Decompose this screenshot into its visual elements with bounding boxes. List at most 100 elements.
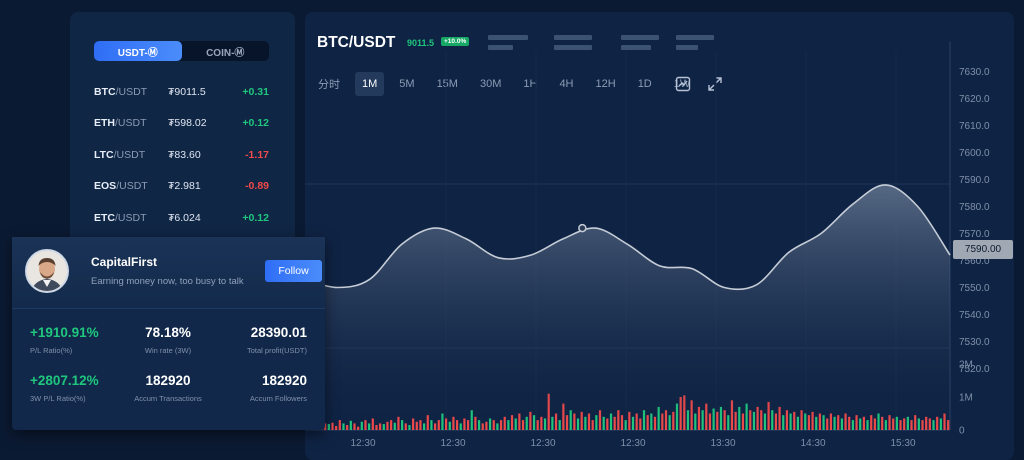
time-tick-label: 12:30 xyxy=(440,438,465,449)
price-tick-label: 7620.0 xyxy=(959,94,990,105)
market-row-eth[interactable]: ETH/USDT ₮598.02 +0.12 xyxy=(94,108,269,140)
pair-price: ₮6.024 xyxy=(168,211,201,224)
pair-base: BTC xyxy=(94,85,116,98)
header-placeholder-bar xyxy=(554,45,592,50)
interval-tab[interactable]: 12H xyxy=(595,78,616,90)
pair-name: ETH/USDT xyxy=(94,117,168,129)
stat-accum-transactions: 182920 Accum Transactions xyxy=(125,373,211,403)
profile-name: CapitalFirst xyxy=(91,255,158,269)
pair-change: +0.12 xyxy=(242,117,269,130)
market-row-btc[interactable]: BTC/USDT ₮9011.5 +0.31 xyxy=(94,76,269,108)
line-chart-icon[interactable] xyxy=(675,76,691,92)
stat-label: Total profit(USDT) xyxy=(246,346,307,355)
market-row-eos[interactable]: EOS/USDT ₮2.981 -0.89 xyxy=(94,171,269,203)
time-tick-label: 12:30 xyxy=(620,438,645,449)
header-placeholder-bar xyxy=(676,45,698,50)
volume-tick-label: 2M xyxy=(959,360,973,371)
pair-quote: /USDT xyxy=(115,85,148,98)
stat-value: +2807.12% xyxy=(30,373,99,388)
pair-price: ₮9011.5 xyxy=(168,85,206,98)
avatar-image xyxy=(27,251,67,291)
interval-tabs: 分时 1M 5M 15M 30M 1H 4H 12H 1D 1W xyxy=(311,72,705,96)
profile-bio: Earning money now, too busy to talk xyxy=(91,276,244,287)
pair-name: ETC/USDT xyxy=(94,212,168,224)
pair-name: BTC/USDT xyxy=(94,86,168,98)
pair-base: EOS xyxy=(94,180,117,193)
market-panel: USDT-Ⓜ COIN-Ⓜ BTC/USDT ₮9011.5 +0.31 ETH/US… xyxy=(70,12,295,248)
price-chart: 7630.0 7620.0 7610.0 7600.0 7590.0 7580.0 7570… xyxy=(305,42,990,449)
interval-tab[interactable]: 1D xyxy=(637,78,652,90)
stat-3w-pl-ratio: +2807.12% 3W P/L Ratio(%) xyxy=(30,373,99,403)
pair-price: ₮83.60 xyxy=(168,148,201,161)
profile-header: CapitalFirst Earning money now, too busy… xyxy=(12,237,325,309)
interval-tab[interactable]: 5M xyxy=(399,78,415,90)
pair-quote: /USDT xyxy=(115,211,147,224)
tab-usdt-m[interactable]: USDT-Ⓜ xyxy=(94,41,182,61)
market-row-ltc[interactable]: LTC/USDT ₮83.60 -1.17 xyxy=(94,139,269,171)
header-placeholder-bar xyxy=(621,45,651,50)
pair-title: BTC/USDT xyxy=(317,34,396,51)
highlight-point[interactable] xyxy=(578,223,587,233)
pair-price: ₮2.981 xyxy=(168,180,201,193)
interval-tab[interactable]: 30M xyxy=(479,78,502,90)
header-placeholder-bar xyxy=(554,35,592,40)
pair-base: ETH xyxy=(94,117,115,130)
stat-label: Win rate (3W) xyxy=(144,346,192,355)
price-tick-label: 7560.0 xyxy=(959,256,990,267)
stat-label: 3W P/L Ratio(%) xyxy=(30,394,86,403)
price-tick-label: 7580.0 xyxy=(959,202,990,213)
time-tick-label: 13:30 xyxy=(710,438,735,449)
pair-change: -0.89 xyxy=(245,180,269,193)
header-placeholder-bar xyxy=(488,35,528,40)
price-tick-label: 7530.0 xyxy=(959,337,990,348)
interval-tab[interactable]: 15M xyxy=(436,78,458,90)
margin-toggle: USDT-Ⓜ COIN-Ⓜ xyxy=(94,41,269,61)
header-placeholder-bar xyxy=(621,35,659,40)
price-tick-label: 7540.0 xyxy=(959,310,990,321)
pair-quote: /USDT xyxy=(116,180,148,193)
pair-price: ₮598.02 xyxy=(168,117,207,130)
pair-name: LTC/USDT xyxy=(94,149,168,161)
price-tick-label: 7520.0 xyxy=(959,364,990,375)
time-tick-label: 15:30 xyxy=(890,438,915,449)
stat-accum-followers: 182920 Accum Followers xyxy=(225,373,307,403)
tab-coin-m[interactable]: COIN-Ⓜ xyxy=(206,47,245,59)
interval-tab[interactable]: 分时 xyxy=(318,79,340,91)
market-row-etc[interactable]: ETC/USDT ₮6.024 +0.12 xyxy=(94,202,269,234)
price-tick-label: 7630.0 xyxy=(959,67,990,78)
stat-value: 28390.01 xyxy=(250,325,307,340)
market-list: BTC/USDT ₮9011.5 +0.31 ETH/USDT ₮598.02 +0.12… xyxy=(94,76,269,234)
stat-value: 182920 xyxy=(261,373,307,388)
stat-value: 182920 xyxy=(145,373,191,388)
pair-quote: /USDT xyxy=(113,148,146,161)
stat-value: 78.18% xyxy=(145,325,191,340)
pair-quote: /USDT xyxy=(115,117,147,130)
price-tick-label: 7570.0 xyxy=(959,229,990,240)
stat-label: Accum Followers xyxy=(249,394,307,403)
chart-panel: BTC/USDT 9011.5 +10.0% 分时 1M 5M 15M 30M 1H 4H 1… xyxy=(305,12,1014,460)
stat-label: P/L Ratio(%) xyxy=(30,346,73,355)
stat-pl-ratio: +1910.91% P/L Ratio(%) xyxy=(30,325,99,355)
expand-icon[interactable] xyxy=(707,76,723,92)
pair-base: ETC xyxy=(94,211,115,224)
pair-name: EOS/USDT xyxy=(94,180,168,192)
follow-button[interactable]: Follow xyxy=(265,260,322,282)
price-tick-label: 7600.0 xyxy=(959,148,990,159)
interval-tab[interactable]: 1M xyxy=(355,72,385,96)
volume-tick-label: 0 xyxy=(959,426,965,437)
price-line xyxy=(305,184,951,291)
interval-tab[interactable]: 1H xyxy=(523,78,538,90)
pair-price: 9011.5 xyxy=(407,38,435,48)
header-placeholder-bar xyxy=(488,45,513,50)
interval-tab[interactable]: 4H xyxy=(559,78,574,90)
pair-change: +0.31 xyxy=(242,85,269,98)
stat-value: +1910.91% xyxy=(30,325,99,340)
time-tick-label: 12:30 xyxy=(530,438,555,449)
header-placeholder-bar xyxy=(676,35,714,40)
avatar[interactable] xyxy=(25,249,69,293)
change-badge: +10.0% xyxy=(441,37,470,46)
current-price-tag: 7590.00 xyxy=(953,240,1013,259)
price-area xyxy=(305,184,950,430)
pair-change: -1.17 xyxy=(245,148,269,161)
profile-card: CapitalFirst Earning money now, too busy… xyxy=(12,237,325,430)
